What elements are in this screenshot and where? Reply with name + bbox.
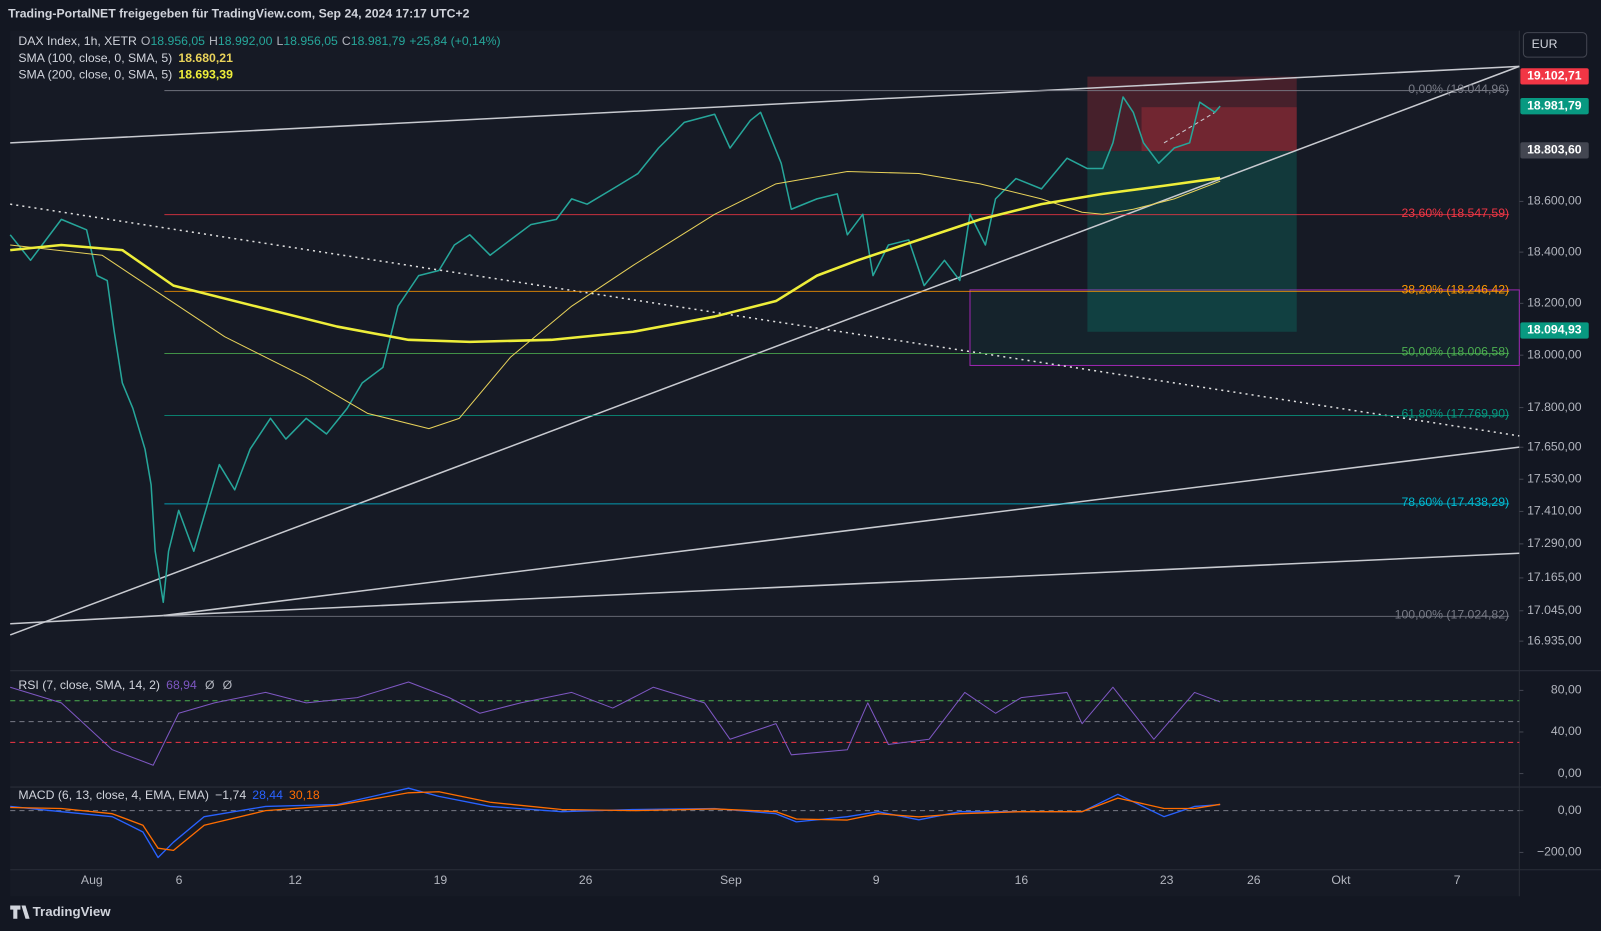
y-tick-label: 18.600,00: [1527, 194, 1582, 208]
price-tag-label: 19.102,71: [1527, 69, 1582, 83]
x-tick-label: 12: [288, 873, 302, 887]
fib-label: 50,00% (18.006,58): [1401, 345, 1509, 359]
dashed-line: [1163, 111, 1216, 144]
currency-button[interactable]: [1522, 32, 1588, 58]
legend-value: 18.680,21: [178, 51, 233, 65]
series-line: [10, 681, 1221, 766]
header-title: Trading-PortalNET freigegeben für Tradin…: [8, 7, 469, 21]
logo: [10, 905, 30, 919]
legend-extra: Ø: [205, 678, 215, 692]
price-tag: [1520, 97, 1589, 115]
fib-label: 100,00% (17.024,82): [1395, 608, 1509, 622]
y-tick-label: 80,00: [1551, 683, 1582, 697]
x-tick-label: Sep: [720, 873, 742, 887]
legend-value: 68,94: [166, 678, 197, 692]
legend-name: MACD (6, 13, close, 4, EMA, EMA): [18, 788, 209, 802]
price-tag: [1520, 68, 1589, 85]
legend-name: RSI (7, close, SMA, 14, 2): [18, 678, 160, 692]
legend-value: 28,44: [252, 788, 283, 802]
y-tick-label: 17.165,00: [1527, 570, 1582, 584]
fib-label: 0,00% (19.044,96): [1408, 82, 1509, 96]
legend-value: 30,18: [289, 788, 320, 802]
y-tick-label: 17.650,00: [1527, 439, 1582, 453]
x-tick-label: 7: [1454, 873, 1461, 887]
channel-box: [969, 289, 1520, 366]
price-legend: DAX Index, 1h, XETR O18.956,05 H18.992,00 L…: [18, 34, 500, 48]
plot: Aug 6 12 19 26 Sep 9 16 23 26 Okt 7 16.935,00 17.045,…: [9, 68, 1589, 887]
series-line: [10, 176, 1221, 344]
ohlc-key: L: [277, 34, 284, 48]
legend-extra: Ø: [223, 678, 233, 692]
trend-line: [163, 552, 1520, 617]
trend-line: [163, 446, 1520, 617]
plot-background: [10, 30, 1520, 897]
macd-legend: MACD (6, 13, close, 4, EMA, EMA) −1,74 28,…: [18, 788, 320, 802]
y-tick-label: 16.935,00: [1527, 633, 1582, 647]
ohlc-value: 18.981,79: [351, 34, 406, 48]
y-tick-label: 17.290,00: [1527, 536, 1582, 550]
x-tick-label: 16: [1015, 873, 1029, 887]
y-tick-label: 0,00: [1558, 766, 1582, 780]
price-tag: [1520, 322, 1589, 339]
price-tag-label: 18.981,79: [1527, 98, 1582, 112]
legend-name: SMA (200, close, 0, SMA, 5): [18, 68, 172, 82]
x-tick-label: Aug: [81, 873, 103, 887]
y-tick-label: 17.410,00: [1527, 504, 1582, 518]
fib-label: 23,60% (18.547,59): [1401, 206, 1509, 220]
fib-label: 61,80% (17.769,90): [1401, 407, 1509, 421]
ohlc-value: 18.956,05: [283, 34, 338, 48]
trend-line: [10, 614, 164, 625]
y-tick-label: 18.400,00: [1527, 244, 1582, 258]
y-tick-label: −200,00: [1537, 845, 1582, 859]
series-line: [9, 96, 1221, 604]
target-zone: [1087, 151, 1297, 332]
sma-legend: SMA (100, close, 0, SMA, 5) 18.680,21: [18, 51, 233, 65]
fib-label: 78,60% (17.438,29): [1401, 495, 1509, 509]
y-tick-label: 17.800,00: [1527, 400, 1582, 414]
ohlc-value: 18.992,00: [218, 34, 273, 48]
ohlc-key: O: [141, 34, 151, 48]
y-tick-label: 18.000,00: [1527, 347, 1582, 361]
trend-line: [9, 65, 1520, 636]
series-line: [10, 791, 1221, 852]
y-tick-label: 17.530,00: [1527, 471, 1582, 485]
ohlc-value: 18.956,05: [150, 34, 205, 48]
x-tick-label: 26: [579, 873, 593, 887]
stop-zone-inner: [1141, 107, 1297, 152]
y-tick-label: 18.200,00: [1527, 296, 1582, 310]
price-tag: [1520, 142, 1589, 159]
x-tick-label: 6: [176, 873, 183, 887]
trend-line: [10, 65, 1520, 144]
series-line: [10, 170, 1221, 430]
x-tick-label: 26: [1247, 873, 1261, 887]
stop-zone: [1087, 76, 1297, 152]
price-tag-label: 18.803,60: [1527, 143, 1582, 157]
ohlc-key: H: [209, 34, 218, 48]
symbol: DAX Index, 1h, XETR: [18, 34, 137, 48]
legend-value: 18.693,39: [178, 68, 233, 82]
legend-value: −1,74: [215, 788, 246, 802]
ohlc-key: C: [342, 34, 351, 48]
rsi-legend: RSI (7, close, SMA, 14, 2) 68,94 Ø Ø: [18, 678, 232, 692]
change: +25,84 (+0,14%): [409, 34, 500, 48]
y-tick-label: 0,00: [1558, 803, 1582, 817]
y-tick-label: 17.045,00: [1527, 603, 1582, 617]
x-tick-label: 9: [873, 873, 880, 887]
price-tag-label: 18.094,93: [1527, 323, 1582, 337]
footer-brand: TradingView: [33, 904, 112, 919]
y-tick-label: 40,00: [1551, 724, 1582, 738]
currency-label[interactable]: EUR: [1532, 37, 1558, 51]
fib-label: 38,20% (18.246,42): [1401, 283, 1509, 297]
x-tick-label: 19: [434, 873, 448, 887]
x-tick-label: Okt: [1331, 873, 1351, 887]
legend-name: SMA (100, close, 0, SMA, 5): [18, 51, 172, 65]
sma-legend: SMA (200, close, 0, SMA, 5) 18.693,39: [18, 68, 233, 82]
x-tick-label: 23: [1160, 873, 1174, 887]
